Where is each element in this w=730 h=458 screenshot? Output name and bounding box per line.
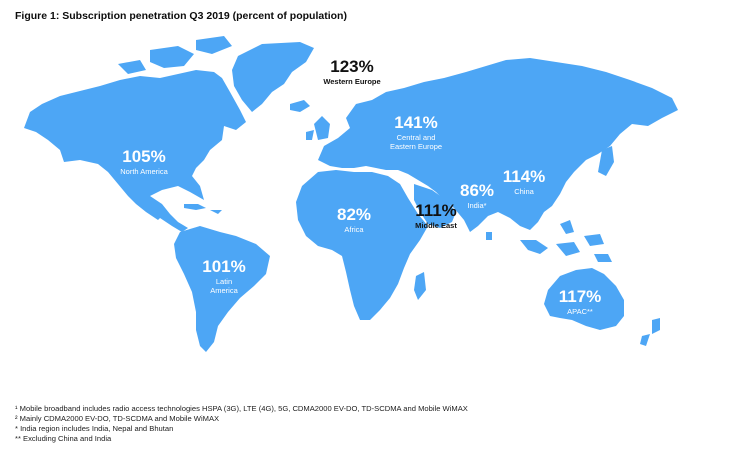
region-latin-america: 101% Latin America	[196, 258, 252, 296]
caribbean-islands	[184, 204, 222, 214]
india-name: India*	[467, 201, 487, 210]
north-america-name: North America	[120, 167, 168, 176]
iceland	[290, 100, 310, 112]
arctic-islands	[118, 36, 232, 74]
region-china: 114% China	[496, 168, 552, 196]
africa-landmass	[296, 170, 428, 320]
western-europe-value: 123%	[330, 57, 374, 76]
western-europe-name: Western Europe	[323, 77, 381, 86]
british-isles	[306, 116, 330, 140]
apac-value: 117%	[558, 287, 602, 306]
region-india: 86% India*	[454, 182, 500, 210]
region-middle-east: 111% Middle East	[404, 202, 468, 230]
region-north-america: 105% North America	[108, 148, 180, 176]
region-western-europe: 123% Western Europe	[314, 58, 390, 86]
latin-america-name: Latin America	[210, 277, 238, 296]
africa-value: 82%	[336, 205, 372, 224]
north-america-landmass	[24, 70, 246, 220]
world-map	[24, 36, 678, 352]
south-america-landmass	[174, 226, 270, 352]
greenland-landmass	[232, 42, 314, 112]
region-africa: 82% Africa	[326, 206, 382, 234]
arabian-peninsula	[414, 184, 456, 228]
china-name: China	[514, 187, 534, 196]
footnote-india-region: * India region includes India, Nepal and…	[15, 423, 174, 433]
region-central-eastern-europe: 141% Central and Eastern Europe	[380, 114, 452, 152]
footnote-apac: ** Excluding China and India	[15, 433, 112, 443]
japan	[598, 146, 614, 176]
africa-name: Africa	[344, 225, 364, 234]
sri-lanka	[486, 232, 492, 240]
central-eastern-europe-value: 141%	[394, 113, 438, 132]
middle-east-name: Middle East	[415, 221, 457, 230]
central-eastern-europe-name: Central and Eastern Europe	[389, 133, 443, 152]
figure-title: Figure 1: Subscription penetration Q3 20…	[15, 10, 347, 22]
region-apac: 117% APAC**	[550, 288, 610, 316]
footnotes: ¹ Mobile broadband includes radio access…	[15, 404, 468, 443]
latin-america-value: 101%	[202, 257, 246, 276]
footnote-cdma: ² Mainly CDMA2000 EV-DO, TD-SCDMA and Mo…	[15, 413, 220, 423]
north-america-value: 105%	[122, 147, 166, 166]
central-america	[150, 196, 188, 232]
footnote-mobile-broadband: ¹ Mobile broadband includes radio access…	[15, 404, 468, 413]
eurasia-landmass	[318, 58, 678, 232]
australia-landmass	[544, 268, 624, 330]
china-value: 114%	[502, 167, 546, 186]
madagascar	[414, 272, 426, 300]
india-value: 86%	[459, 181, 495, 200]
middle-east-value: 111%	[415, 201, 457, 220]
new-zealand	[640, 318, 660, 346]
apac-name: APAC**	[567, 307, 593, 316]
southeast-asia-islands	[520, 220, 612, 262]
